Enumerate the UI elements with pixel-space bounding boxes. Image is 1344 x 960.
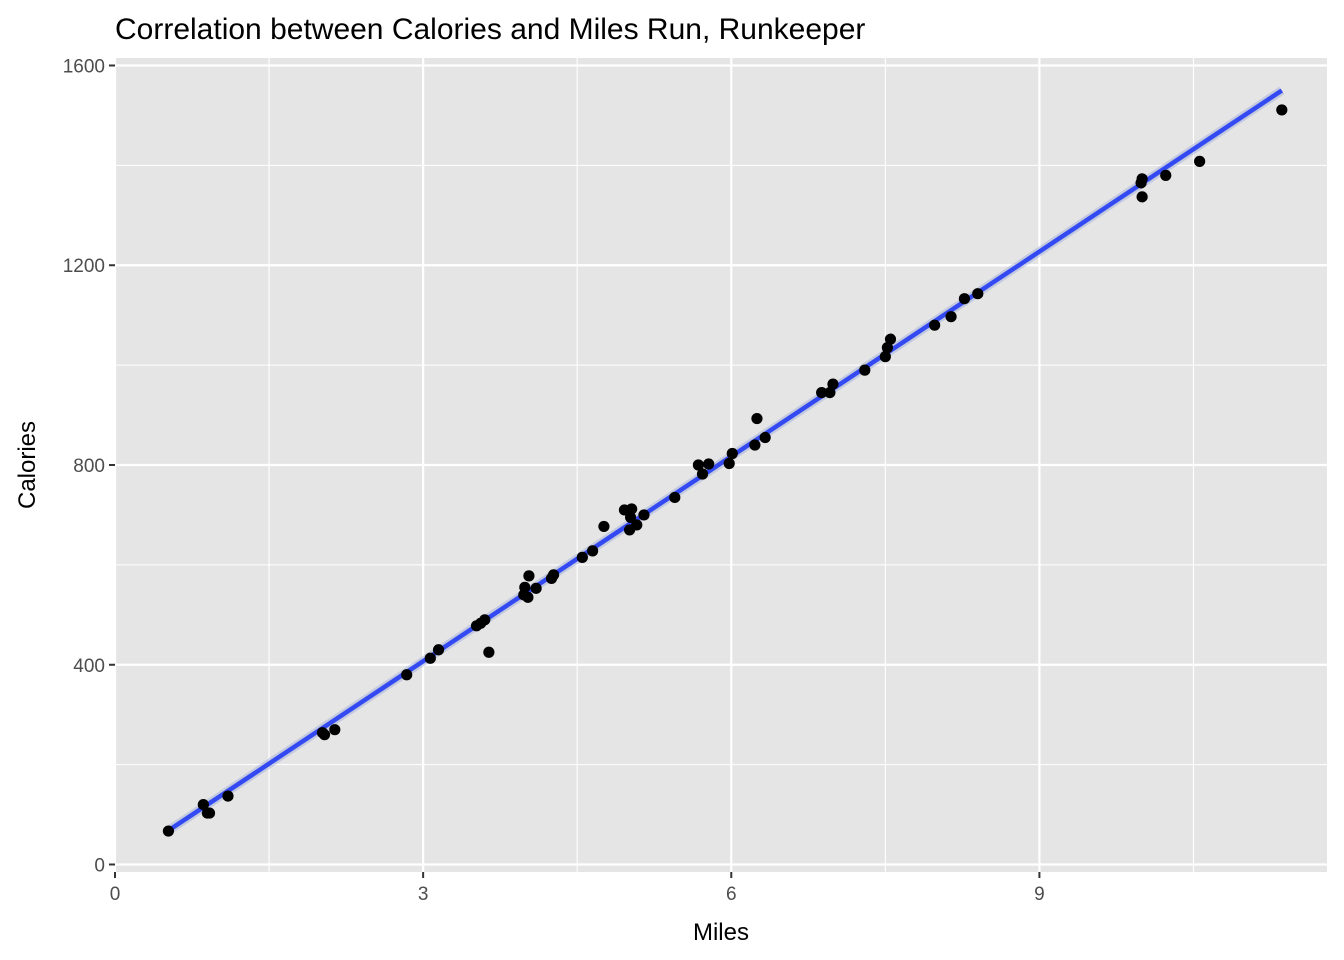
data-point [749, 439, 761, 451]
y-tick-label: 0 [94, 856, 105, 877]
data-point [631, 519, 643, 531]
data-point [318, 729, 331, 741]
chart-title: Correlation between Calories and Miles R… [115, 13, 865, 46]
y-tick-label: 400 [73, 656, 105, 677]
data-point [879, 351, 891, 363]
x-tick-label: 3 [418, 884, 429, 905]
y-axis-ticks: 0 400 800 1200 1600 [63, 56, 115, 877]
data-point [424, 652, 436, 664]
data-point [329, 724, 341, 736]
data-point [401, 669, 413, 681]
data-point [972, 288, 984, 300]
data-point [598, 520, 610, 533]
data-point [669, 491, 681, 504]
data-point [759, 431, 771, 444]
data-point [479, 614, 491, 626]
x-tick-label: 6 [726, 884, 737, 905]
data-point [547, 569, 560, 581]
data-point [197, 798, 209, 811]
data-point [1160, 169, 1172, 181]
data-point [824, 386, 836, 399]
y-tick-label: 800 [73, 456, 105, 477]
data-point [696, 468, 709, 480]
data-point [626, 503, 638, 515]
data-point [884, 333, 897, 345]
y-tick-label: 1600 [63, 56, 105, 77]
data-point [816, 386, 828, 399]
x-axis-ticks: 0 3 6 9 [110, 872, 1045, 905]
data-point [432, 644, 445, 656]
data-point [483, 646, 495, 658]
data-points [162, 104, 1288, 837]
data-point [859, 364, 871, 376]
y-axis-title: Calories [14, 421, 41, 509]
y-tick-label: 1200 [63, 256, 105, 277]
x-axis-title: Miles [693, 919, 749, 946]
data-point [162, 825, 175, 837]
data-point [203, 807, 216, 819]
data-point [222, 790, 234, 802]
data-point [827, 378, 839, 390]
data-point [1194, 155, 1206, 167]
data-point [958, 293, 971, 305]
data-point [530, 582, 542, 594]
data-point [576, 551, 588, 563]
x-tick-label: 0 [110, 884, 121, 905]
data-point [587, 545, 599, 557]
data-point [1136, 191, 1148, 203]
data-point [692, 459, 705, 471]
data-point [522, 591, 534, 603]
data-point [929, 319, 941, 331]
data-point [1136, 173, 1148, 185]
data-point [519, 581, 531, 593]
data-point [751, 412, 763, 425]
data-point [523, 570, 535, 582]
data-point [945, 311, 957, 323]
data-point [638, 509, 650, 521]
data-point [1276, 104, 1288, 116]
data-point [723, 457, 735, 470]
x-tick-label: 9 [1034, 884, 1045, 905]
data-point [625, 511, 637, 524]
data-point [726, 447, 738, 460]
data-point [703, 458, 715, 470]
data-point [881, 342, 893, 354]
